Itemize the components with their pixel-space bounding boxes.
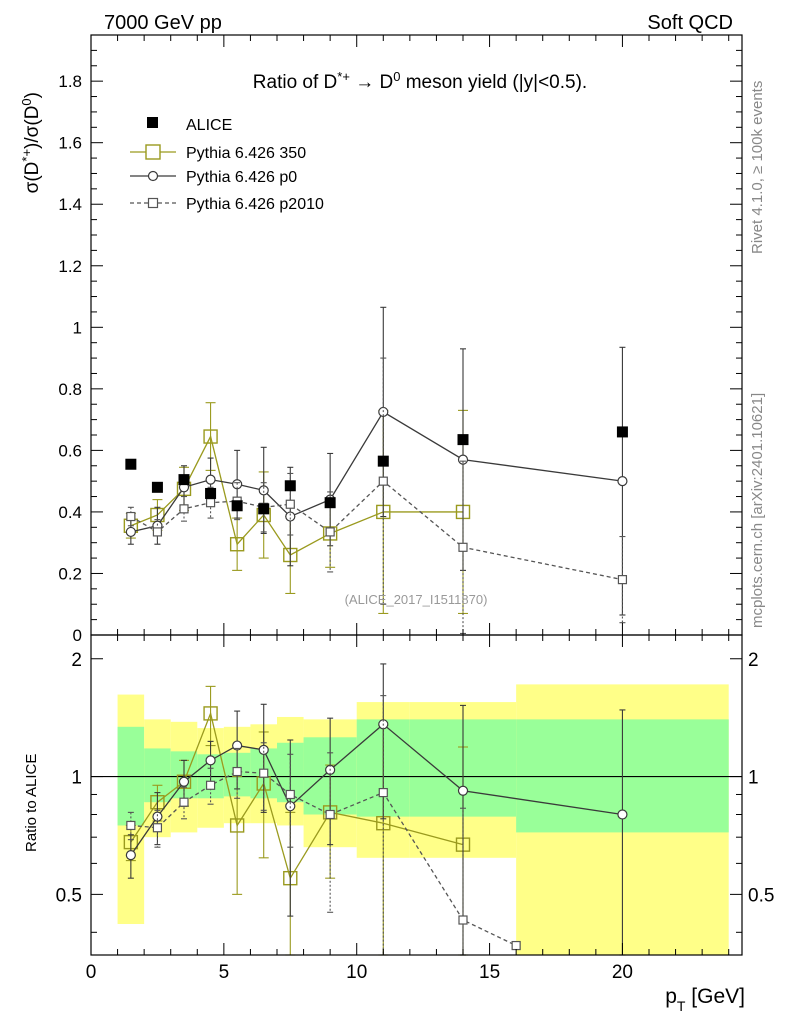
point-p2010 [378,476,388,486]
legend-marker-pythia350 [145,144,161,160]
point-pythia350 [229,818,245,833]
legend-marker-p0 [147,170,159,182]
point-pythia350 [229,537,245,552]
series-line-p2010 [130,770,517,947]
legend-entry-p0: Pythia 6.426 p0 [130,169,297,186]
ratio-y-tick-label: 2 [71,650,82,671]
data-point-alice [151,481,163,493]
data-point-alice [258,503,270,515]
energy-label: 7000 GeV pp [104,12,222,34]
x-tick-label: 5 [219,962,230,983]
point-p0 [258,744,269,755]
y-tick-label: 0.2 [58,564,82,583]
point-p0 [178,776,190,787]
point-p2010 [458,542,468,552]
legend-label-pythia350: Pythia 6.426 350 [186,145,306,162]
y-tick-label: 0.6 [58,441,82,460]
point-p2010 [325,527,335,537]
data-point-alice [125,458,137,470]
point-p0 [285,511,296,522]
point-p2010 [126,511,136,522]
x-tick-label: 10 [346,962,367,983]
legend-label-p2010: Pythia 6.426 p2010 [186,196,324,213]
point-p0 [205,474,216,485]
x-tick-label: 0 [86,962,97,983]
data-point-alice [324,497,336,509]
y-tick-label: 0.8 [58,380,82,399]
series-line-p2010 [130,480,623,581]
point-p2010 [285,499,295,509]
legend-label-p0: Pythia 6.426 p0 [186,169,297,186]
point-p2010 [511,940,521,951]
point-p2010 [152,527,163,537]
analysis-watermark: (ALICE_2017_I1511870) [345,592,488,607]
y-tick-label: 1 [73,318,82,337]
ratio-y-tick-label-right: 2 [748,650,759,671]
point-p2010 [232,766,242,777]
point-pythia350 [203,429,218,444]
y-tick-label: 1.6 [58,134,82,153]
legend-entry-alice: ALICE [147,117,232,134]
data-point-alice [377,455,389,467]
point-p0 [125,849,136,861]
point-p2010 [458,915,468,925]
series-line-pythia350 [130,434,463,556]
ratio-y-tick-label: 0.5 [56,885,82,906]
data-point-alice [457,434,469,446]
ratio-y-tick-label: 1 [71,768,82,789]
point-p0 [457,785,469,796]
legend-label-alice: ALICE [186,117,232,134]
point-p0 [617,476,628,487]
data-point-alice [231,500,243,512]
point-p0 [205,755,216,766]
series-line-pythia350 [130,711,464,880]
mcplots-label: mcplots.cern.ch [arXiv:2401.10621] [749,393,766,628]
y-tick-label: 1.8 [58,72,82,91]
x-tick-label: 20 [612,962,633,983]
point-pythia350 [203,706,218,721]
legend-entry-pythia350: Pythia 6.426 350 [130,144,306,162]
y-tick-label: 0.4 [58,503,82,522]
main-panel: 0 0.2 0.4 0.6 0.8 1 1.2 1.4 1.6 1.8 Ratio of D*+ … [19,34,743,645]
data-point-alice [284,480,296,492]
x-tick-label: 15 [479,962,500,983]
chart-title: Ratio of D*+ → D0 meson yield (|y|<0.5). [253,69,587,94]
data-point-alice [205,487,217,499]
point-p2010 [259,768,269,778]
legend: ALICE Pythia 6.426 350 Pythia 6.426 p0 P… [130,117,324,213]
y-tick-label: 1.4 [58,195,82,214]
y-axis-label: σ(D*+)/σ(D0) [19,92,44,193]
x-axis-label: pT [GeV] [665,985,745,1014]
legend-marker-p2010 [147,197,159,209]
point-p2010 [205,498,216,508]
rivet-label: Rivet 4.1.0, ≥ 100k events [749,81,766,254]
ratio-y-axis-label: Ratio to ALICE [23,754,40,852]
y-tick-label: 0 [73,626,82,645]
point-p2010 [325,809,335,820]
ratio-panel: 0.5 0.51 12 20 5 10 15 20 Ratio to ALICE pT [Ge… [23,634,774,1014]
point-p0 [457,454,469,465]
point-p2010 [617,575,628,585]
data-point-alice [616,426,628,438]
point-p2010 [179,504,189,514]
point-p0 [617,809,628,820]
point-p2010 [378,787,388,798]
y-tick-label: 1.2 [58,257,82,276]
legend-entry-p2010: Pythia 6.426 p2010 [130,196,324,213]
point-p2010 [126,820,136,831]
point-p0 [125,526,136,538]
point-p2010 [179,797,189,807]
ratio-y-tick-label-right: 1 [748,768,759,789]
legend-marker-alice [147,117,158,128]
ratio-frame [90,634,743,956]
point-p2010 [152,823,163,833]
ratio-y-tick-label-right: 0.5 [748,885,774,906]
point-p2010 [205,780,216,790]
data-point-alice [178,474,190,486]
category-label: Soft QCD [647,12,733,34]
point-p2010 [285,789,295,800]
